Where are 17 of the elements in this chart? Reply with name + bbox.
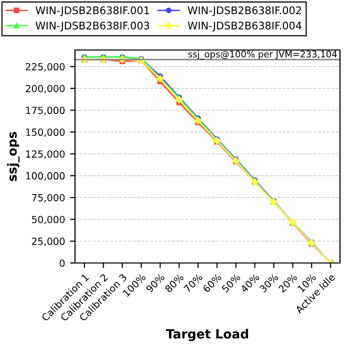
legend-label: WIN-JDSB2B638IF.004 — [188, 22, 302, 32]
y-tick-label: 75,000 — [32, 194, 65, 202]
x-axis-title: Target Load — [166, 328, 248, 342]
ref-line-label: ssj_ops@100% per JVM=233,104 — [188, 50, 337, 60]
y-tick-label: 0 — [60, 259, 65, 267]
y-tick-label: 225,000 — [26, 63, 65, 72]
legend-label: WIN-JDSB2B638IF.001 — [36, 6, 149, 16]
y-tick-label: 150,000 — [26, 128, 65, 137]
y-tick-label: 100,000 — [26, 172, 65, 181]
legend-label: WIN-JDSB2B638IF.002 — [188, 6, 301, 16]
y-tick-label: 50,000 — [32, 216, 65, 224]
y-tick-label: 125,000 — [26, 150, 65, 159]
y-tick-label: 200,000 — [26, 84, 65, 94]
y-tick-label: 175,000 — [26, 106, 65, 116]
y-tick-label: 25,000 — [32, 238, 65, 246]
legend-label: WIN-JDSB2B638IF.003 — [36, 22, 150, 32]
y-axis-title: ssj_ops — [7, 132, 20, 182]
